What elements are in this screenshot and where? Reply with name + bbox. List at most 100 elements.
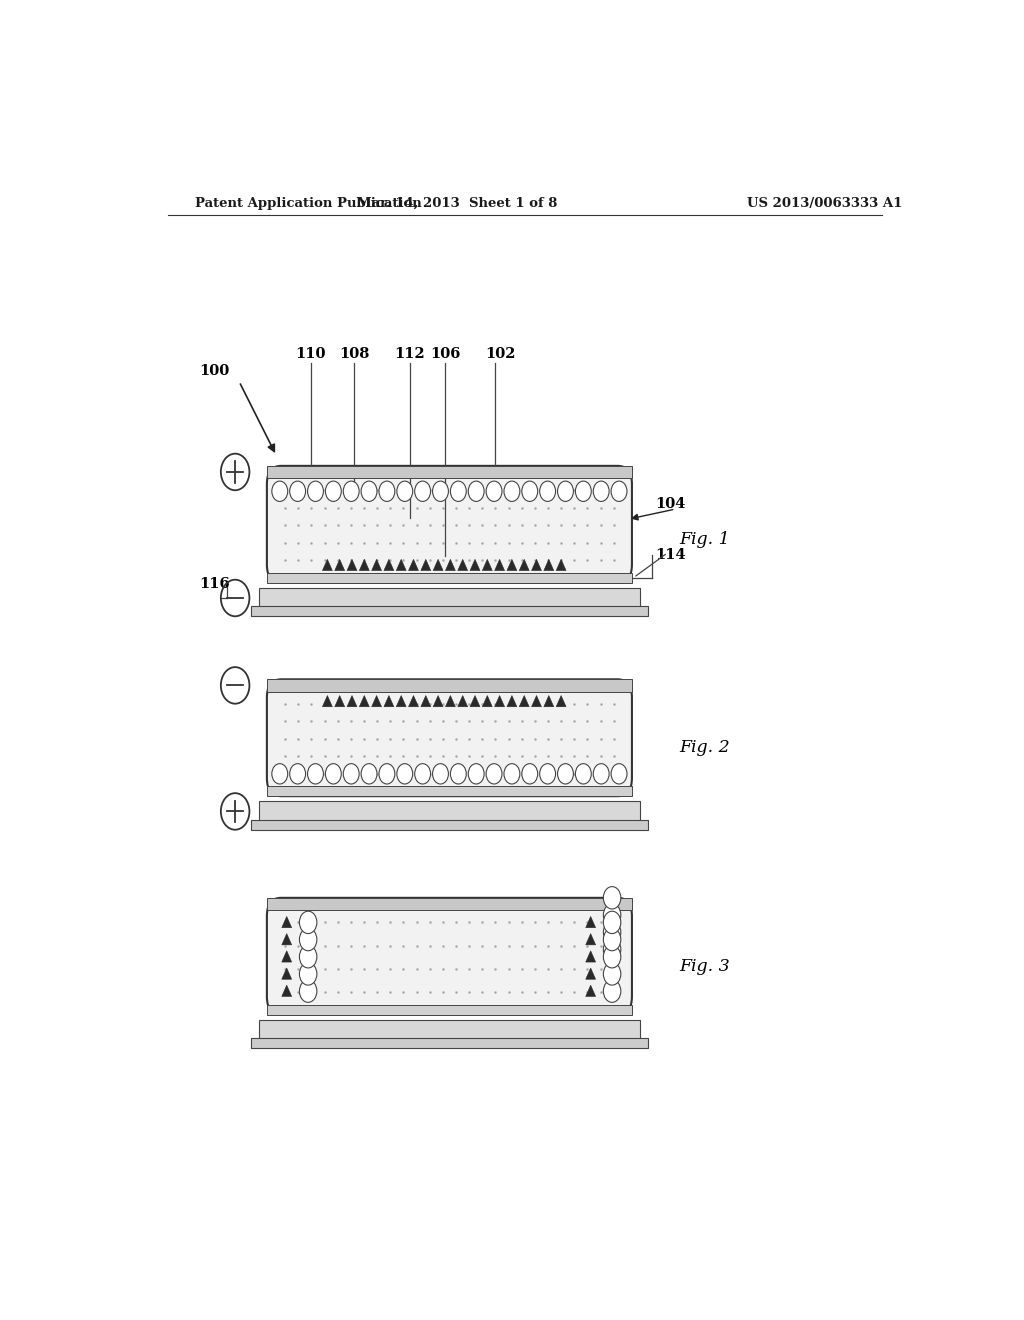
Text: Fig. 2: Fig. 2	[680, 739, 730, 756]
Polygon shape	[519, 560, 529, 570]
Bar	[267, 785, 632, 796]
Circle shape	[504, 480, 520, 502]
Circle shape	[379, 764, 395, 784]
Circle shape	[397, 764, 413, 784]
Text: 110: 110	[295, 347, 326, 362]
Circle shape	[557, 480, 573, 502]
Polygon shape	[458, 560, 468, 570]
Circle shape	[432, 480, 449, 502]
Polygon shape	[359, 560, 370, 570]
Polygon shape	[586, 950, 596, 962]
Circle shape	[415, 480, 430, 502]
Circle shape	[504, 764, 520, 784]
Polygon shape	[372, 696, 382, 706]
Polygon shape	[433, 560, 443, 570]
Polygon shape	[409, 696, 419, 706]
Text: 104: 104	[655, 496, 686, 511]
Circle shape	[557, 764, 573, 784]
Circle shape	[603, 979, 621, 1002]
Polygon shape	[282, 985, 292, 997]
Circle shape	[611, 480, 627, 502]
Polygon shape	[323, 560, 333, 570]
Circle shape	[307, 764, 324, 784]
Polygon shape	[421, 560, 431, 570]
Polygon shape	[470, 560, 480, 570]
Circle shape	[299, 928, 316, 950]
Text: 116: 116	[200, 577, 230, 591]
Bar	[259, 1020, 640, 1040]
Polygon shape	[482, 560, 493, 570]
Circle shape	[603, 939, 621, 961]
Polygon shape	[544, 560, 554, 570]
Circle shape	[299, 911, 316, 933]
Circle shape	[326, 764, 341, 784]
Circle shape	[361, 480, 377, 502]
Polygon shape	[347, 696, 357, 706]
Circle shape	[468, 480, 484, 502]
Circle shape	[575, 764, 591, 784]
Circle shape	[271, 480, 288, 502]
Polygon shape	[507, 560, 517, 570]
Text: 102: 102	[485, 347, 516, 362]
Circle shape	[307, 480, 324, 502]
Polygon shape	[495, 696, 505, 706]
Polygon shape	[544, 696, 554, 706]
Text: Fig. 1: Fig. 1	[680, 531, 730, 548]
Circle shape	[451, 764, 466, 784]
Polygon shape	[347, 560, 357, 570]
Bar	[259, 587, 640, 609]
Circle shape	[603, 921, 621, 944]
Polygon shape	[586, 916, 596, 928]
Text: 114: 114	[655, 548, 686, 562]
Bar	[267, 466, 632, 478]
Polygon shape	[445, 560, 456, 570]
Text: US 2013/0063333 A1: US 2013/0063333 A1	[748, 197, 902, 210]
Polygon shape	[519, 696, 529, 706]
Polygon shape	[282, 933, 292, 945]
Polygon shape	[421, 696, 431, 706]
Polygon shape	[323, 696, 333, 706]
Text: Fig. 3: Fig. 3	[680, 958, 730, 975]
Polygon shape	[586, 968, 596, 979]
Circle shape	[522, 764, 538, 784]
Circle shape	[603, 945, 621, 968]
Text: Mar. 14, 2013  Sheet 1 of 8: Mar. 14, 2013 Sheet 1 of 8	[357, 197, 557, 210]
Polygon shape	[470, 696, 480, 706]
Polygon shape	[586, 985, 596, 997]
Polygon shape	[445, 696, 456, 706]
Polygon shape	[409, 560, 419, 570]
Circle shape	[522, 480, 538, 502]
Polygon shape	[556, 560, 566, 570]
Polygon shape	[282, 916, 292, 928]
Polygon shape	[384, 560, 394, 570]
Bar	[267, 1005, 632, 1015]
Polygon shape	[507, 696, 517, 706]
Circle shape	[361, 764, 377, 784]
Circle shape	[397, 480, 413, 502]
Polygon shape	[482, 696, 493, 706]
Circle shape	[299, 945, 316, 968]
Circle shape	[299, 962, 316, 985]
Polygon shape	[335, 560, 345, 570]
Polygon shape	[359, 696, 370, 706]
Circle shape	[593, 764, 609, 784]
Circle shape	[343, 480, 359, 502]
Circle shape	[540, 480, 556, 502]
Bar	[259, 801, 640, 821]
Circle shape	[611, 764, 627, 784]
Polygon shape	[335, 696, 345, 706]
Polygon shape	[531, 560, 542, 570]
Circle shape	[271, 764, 288, 784]
Circle shape	[451, 480, 466, 502]
Polygon shape	[433, 696, 443, 706]
Polygon shape	[282, 950, 292, 962]
Polygon shape	[531, 696, 542, 706]
Circle shape	[343, 764, 359, 784]
Bar	[267, 573, 632, 582]
Polygon shape	[556, 696, 566, 706]
FancyBboxPatch shape	[267, 680, 632, 796]
Circle shape	[603, 887, 621, 909]
Circle shape	[326, 480, 341, 502]
Circle shape	[603, 904, 621, 927]
Text: 108: 108	[339, 347, 370, 362]
